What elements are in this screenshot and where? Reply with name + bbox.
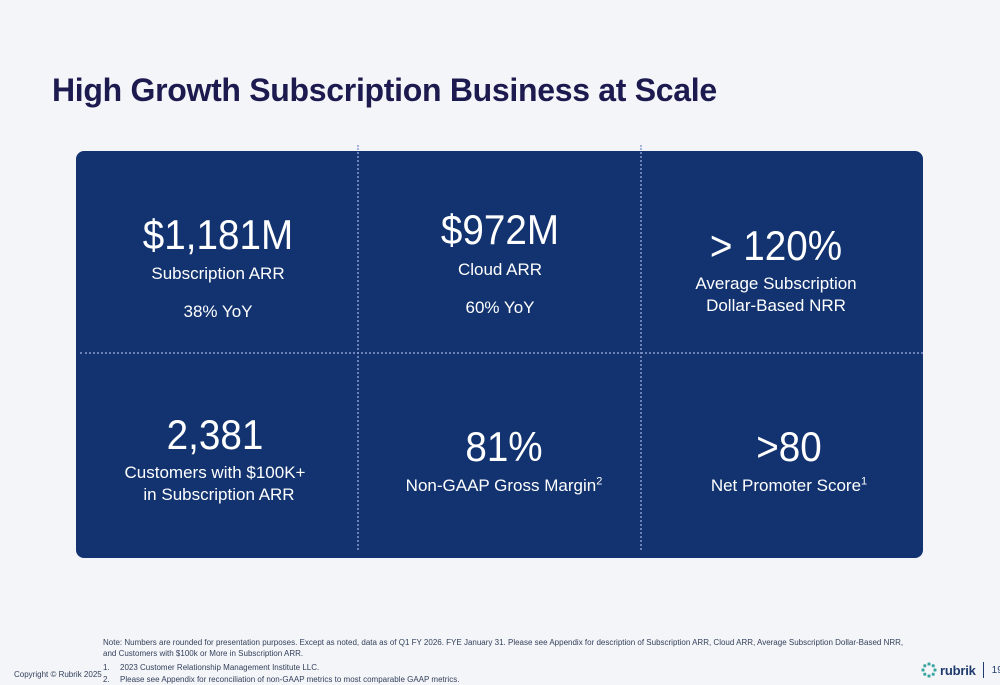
metric-value: $1,181M [142, 211, 294, 258]
metric-nrr: > 120% Average Subscription Dollar-Based… [636, 222, 916, 317]
brand-footer: rubrik 19 [921, 662, 1000, 678]
copyright: Copyright © Rubrik 2025 [14, 670, 102, 679]
metric-value: $972M [440, 206, 560, 253]
page-number: 19 [991, 664, 1000, 676]
metric-label-line2: in Subscription ARR [143, 485, 295, 504]
metric-label-text: Non-GAAP Gross Margin [405, 476, 597, 495]
footnotes: Note: Numbers are rounded for presentati… [103, 637, 913, 685]
footnote-text: Please see Appendix for reconciliation o… [120, 675, 460, 684]
metric-label: Cloud ARR [457, 260, 543, 279]
footnote-item-1: 1. 2023 Customer Relationship Management… [103, 662, 913, 673]
metric-customers: 2,381 Customers with $100K+ in Subscript… [75, 411, 355, 506]
metric-label: Non-GAAP Gross Margin2 [364, 475, 644, 497]
metric-value: >80 [756, 423, 822, 470]
metric-label-line2: Dollar-Based NRR [706, 296, 846, 315]
metric-growth: 38% YoY [183, 302, 253, 321]
metrics-panel [76, 151, 923, 558]
metric-value: > 120% [709, 222, 843, 269]
footnote-number: 2. [103, 675, 110, 684]
metric-gross-margin: 81% Non-GAAP Gross Margin2 [364, 423, 644, 497]
footnote-ref: 1 [861, 475, 868, 488]
footnote-ref: 2 [596, 475, 603, 488]
panel-divider-vertical-1 [357, 145, 359, 550]
rubrik-logo-icon [921, 662, 937, 678]
metric-cloud-arr: $972M Cloud ARR 60% YoY [360, 206, 640, 319]
footnote-number: 1. [103, 663, 110, 672]
brand-separator [982, 662, 984, 678]
metric-label: Subscription ARR [151, 264, 285, 283]
page-title: High Growth Subscription Business at Sca… [52, 72, 717, 108]
metric-subscription-arr: $1,181M Subscription ARR 38% YoY [78, 211, 358, 323]
metric-value: 81% [465, 423, 543, 470]
metric-label-line1: Customers with $100K+ [124, 463, 306, 482]
panel-divider-horizontal [80, 352, 923, 354]
metric-nps: >80 Net Promoter Score1 [649, 423, 929, 497]
metric-value: 2,381 [166, 411, 264, 458]
metric-label-text: Net Promoter Score [710, 476, 862, 495]
footnote-text: 2023 Customer Relationship Management In… [120, 663, 320, 672]
footnote-item-2: 2. Please see Appendix for reconciliatio… [103, 674, 913, 685]
footnote-note: Note: Numbers are rounded for presentati… [103, 638, 904, 658]
metric-label: Net Promoter Score1 [649, 475, 929, 497]
panel-divider-vertical-2 [640, 145, 642, 550]
metric-growth: 60% YoY [465, 298, 535, 317]
metric-label-line1: Average Subscription [695, 274, 857, 293]
brand-name: rubrik [940, 662, 976, 678]
